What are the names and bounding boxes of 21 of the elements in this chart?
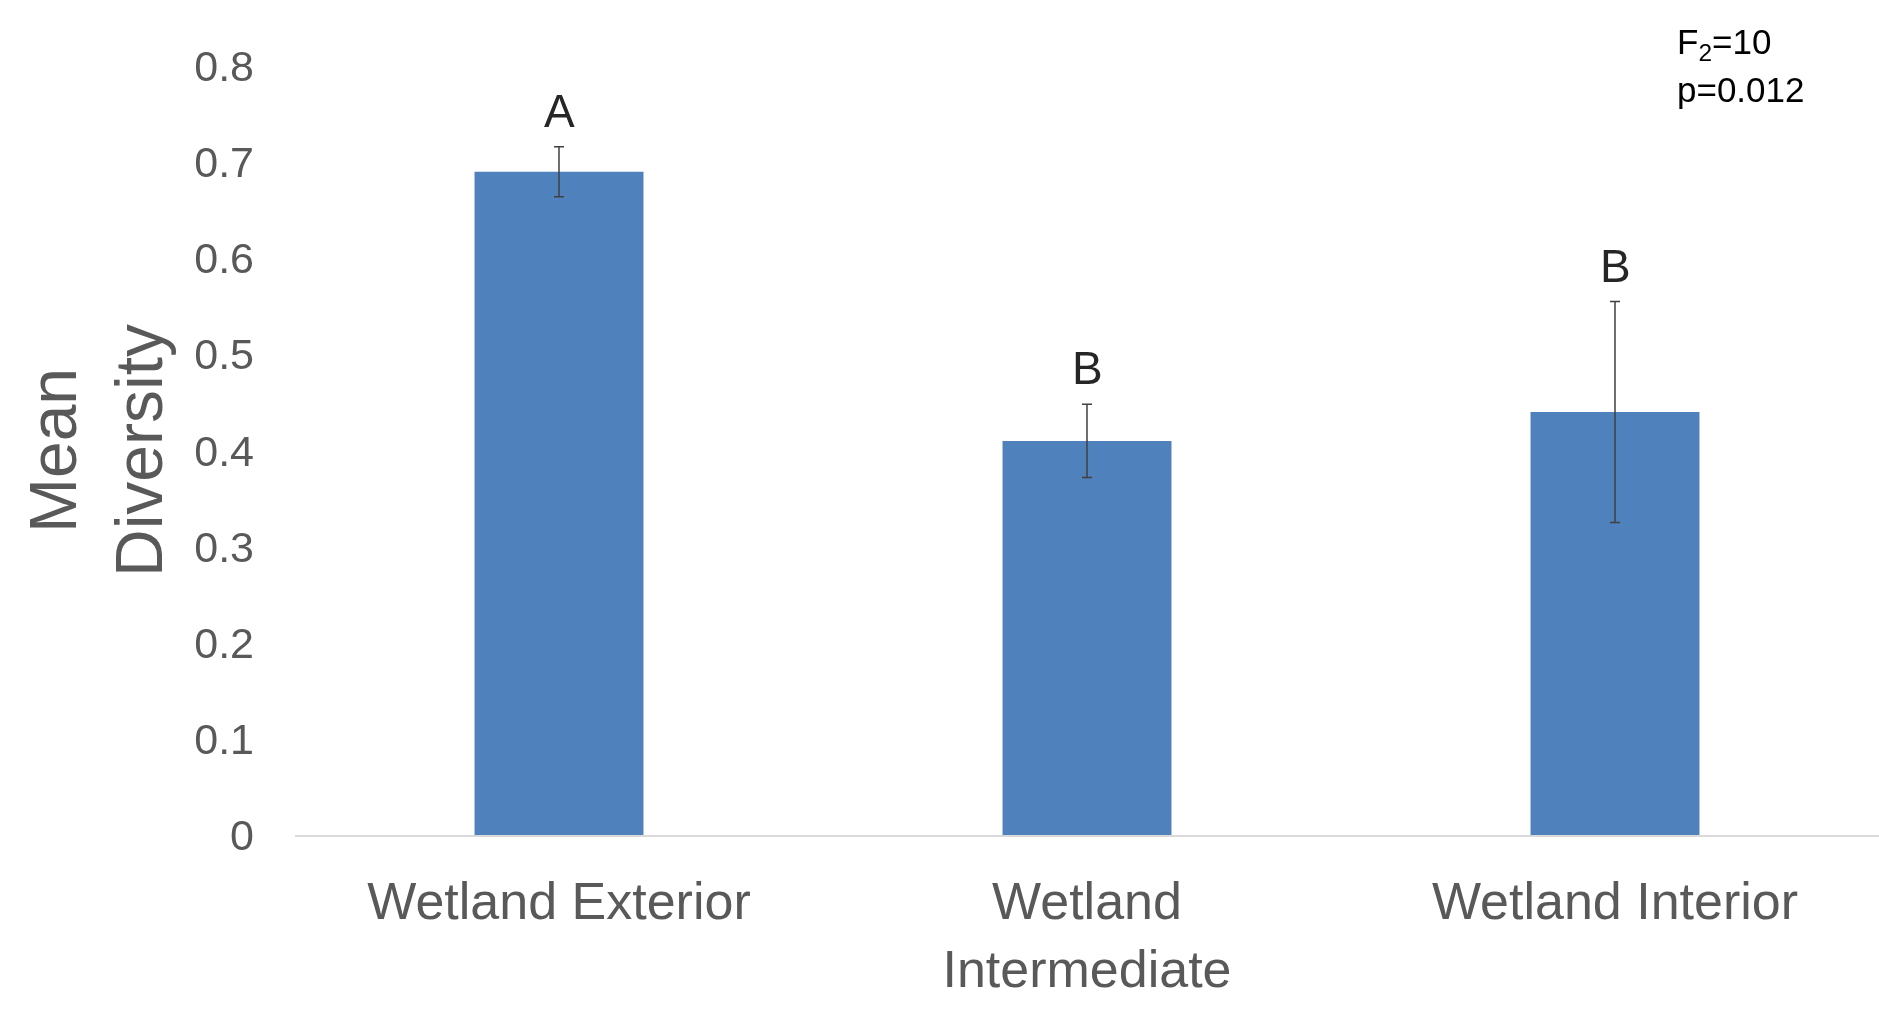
y-tick-label: 0.5	[194, 330, 254, 379]
bar	[1002, 440, 1172, 835]
bar	[1530, 412, 1700, 835]
y-tick-label: 0.1	[194, 714, 254, 763]
y-tick-label: 0.6	[194, 234, 254, 283]
data-label: B	[1600, 240, 1631, 292]
x-tick-label: Wetland Exterior	[367, 872, 751, 931]
x-tick-label: Wetland Intermediate	[942, 872, 1232, 998]
annotation: F$_{2}$=10	[1677, 22, 1772, 67]
y-axis-title: Mean Diversity	[15, 323, 176, 578]
annotation: p=0.012	[1677, 70, 1805, 109]
y-tick-label: 0.2	[194, 618, 254, 667]
data-label: B	[1072, 342, 1103, 394]
y-tick-label: 0.8	[194, 42, 254, 91]
y-tick-label: 0	[230, 811, 254, 860]
x-tick-label: Wetland Interior	[1431, 872, 1799, 931]
y-tick-label: 0.7	[194, 138, 254, 187]
y-tick-label: 0.3	[194, 522, 254, 571]
data-label: A	[544, 85, 575, 137]
y-tick-label: 0.4	[194, 426, 254, 475]
bar	[474, 171, 644, 835]
